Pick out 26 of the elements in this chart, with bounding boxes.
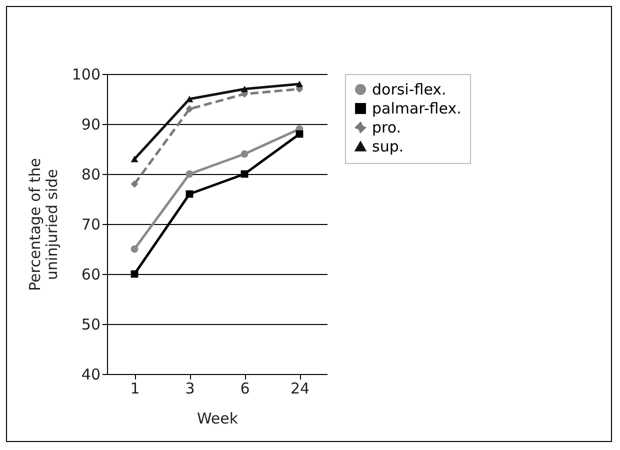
y-tick-label: 70 bbox=[81, 216, 100, 234]
y-tick-label: 50 bbox=[81, 316, 100, 334]
y-tick-label: 80 bbox=[81, 166, 100, 184]
y-tick-label: 100 bbox=[72, 66, 100, 84]
y-tick-label: 40 bbox=[81, 366, 100, 384]
x-tick-label: 1 bbox=[130, 380, 140, 398]
y-tick-label: 60 bbox=[81, 266, 100, 284]
y-axis-title: Percentage of the uninjuried side bbox=[26, 158, 61, 291]
point bbox=[186, 105, 194, 113]
point bbox=[240, 86, 248, 92]
point bbox=[186, 170, 194, 178]
point bbox=[186, 96, 194, 102]
point bbox=[296, 80, 304, 88]
x-tick-label: 6 bbox=[240, 380, 250, 398]
point bbox=[240, 150, 248, 158]
x-tick-label: 24 bbox=[290, 380, 310, 398]
point bbox=[130, 245, 138, 253]
legend-label: dorsi-flex. bbox=[372, 80, 446, 98]
point bbox=[130, 180, 138, 188]
point bbox=[130, 156, 138, 162]
legend-label: palmar-flex. bbox=[372, 100, 462, 118]
legend-label: pro. bbox=[372, 118, 402, 136]
x-axis-title: Week bbox=[196, 410, 238, 428]
legend-label: sup. bbox=[372, 138, 404, 156]
y-tick-label: 90 bbox=[81, 116, 100, 134]
x-tick-label: 3 bbox=[185, 380, 195, 398]
